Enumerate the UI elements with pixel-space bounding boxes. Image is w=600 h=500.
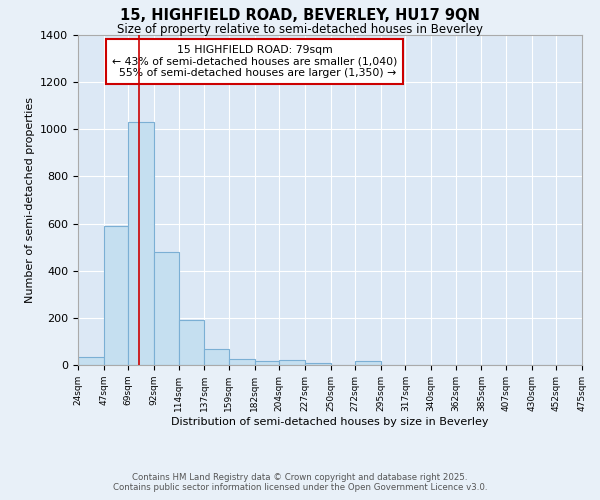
Text: 15 HIGHFIELD ROAD: 79sqm
← 43% of semi-detached houses are smaller (1,040)
  55%: 15 HIGHFIELD ROAD: 79sqm ← 43% of semi-d… [112,45,397,78]
Y-axis label: Number of semi-detached properties: Number of semi-detached properties [25,97,35,303]
Bar [305,362,331,365]
Text: Contains HM Land Registry data © Crown copyright and database right 2025.
Contai: Contains HM Land Registry data © Crown c… [113,473,487,492]
Bar [254,362,279,365]
Bar [179,320,204,365]
Bar [204,348,229,365]
Bar [104,226,128,365]
X-axis label: Distribution of semi-detached houses by size in Beverley: Distribution of semi-detached houses by … [171,416,489,426]
Bar [279,360,305,365]
Bar [229,359,254,365]
Bar [154,252,179,365]
Bar [355,362,381,365]
Text: Size of property relative to semi-detached houses in Beverley: Size of property relative to semi-detach… [117,22,483,36]
Bar [78,357,104,365]
Bar [128,122,154,365]
Text: 15, HIGHFIELD ROAD, BEVERLEY, HU17 9QN: 15, HIGHFIELD ROAD, BEVERLEY, HU17 9QN [120,8,480,22]
